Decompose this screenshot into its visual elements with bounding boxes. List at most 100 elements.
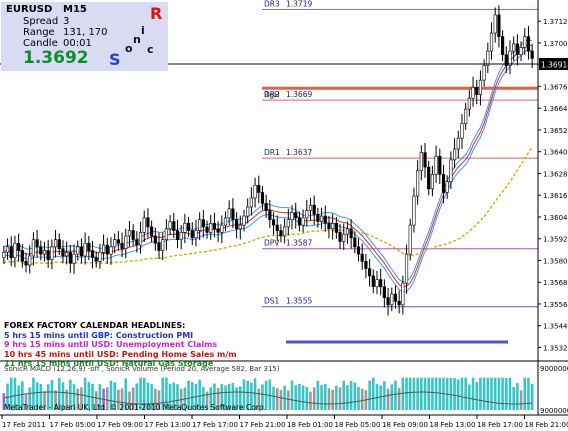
- volume-bar: [246, 380, 249, 410]
- candle-body: [175, 230, 180, 240]
- candle-body: [319, 215, 324, 222]
- candle-body: [404, 253, 409, 284]
- candle-body: [512, 43, 516, 52]
- volume-axis-bottom-label: 9000000: [540, 407, 568, 415]
- indicator-title: SonicR MACD (12,26,9) -off , SonicR Volu…: [4, 365, 280, 373]
- candle-body: [138, 232, 143, 246]
- candle-body: [102, 244, 106, 253]
- volume-bar: [464, 377, 467, 410]
- candle-body: [290, 212, 294, 220]
- volume-bar: [504, 378, 508, 410]
- candle-body: [342, 233, 346, 242]
- candle-body: [194, 230, 198, 239]
- candle-body: [419, 152, 423, 172]
- volume-bar: [312, 387, 316, 410]
- volume-bar: [305, 387, 309, 410]
- bid-price: 1.3692: [23, 48, 89, 68]
- volume-bar: [146, 382, 150, 410]
- candle-body: [257, 184, 261, 193]
- volume-bar: [416, 377, 419, 410]
- level-value: 1.3719: [286, 0, 312, 8]
- volume-bar: [250, 382, 253, 410]
- volume-axis-top-label: 9000000: [540, 365, 568, 373]
- candle-body: [434, 155, 438, 175]
- level-value: 1.3587: [286, 239, 312, 248]
- spread-value: 3: [63, 16, 70, 27]
- price-tick-label: 1.35685: [543, 279, 568, 287]
- range-label: Range: [23, 27, 55, 38]
- candle-body: [460, 123, 464, 139]
- volume-bar: [471, 377, 475, 410]
- volume-bar: [235, 387, 238, 410]
- time-tick-label: 17 Feb 17:00: [192, 421, 238, 429]
- candle-body: [201, 219, 205, 228]
- candle-body: [308, 204, 313, 211]
- candle-body: [260, 192, 265, 204]
- range-value: 131, 170: [63, 27, 108, 38]
- price-tick-label: 1.35565: [543, 301, 568, 309]
- candle-body: [375, 279, 379, 288]
- level-label: DS1: [264, 297, 280, 306]
- volume-bar: [172, 382, 176, 410]
- volume-bar: [65, 389, 68, 410]
- time-tick-label: 17 Feb 21:00: [240, 421, 286, 429]
- timeframe-label: M15: [63, 4, 87, 15]
- volume-bar: [420, 377, 423, 410]
- candle-body: [146, 217, 150, 228]
- calendar-headlines: FOREX FACTORY CALENDAR HEADLINES: 5 hrs …: [4, 321, 237, 369]
- level-value: 1.3637: [286, 148, 312, 157]
- candle-body: [220, 224, 224, 233]
- volume-bar: [131, 387, 135, 410]
- candle-body: [360, 253, 364, 262]
- volume-bar: [21, 381, 24, 410]
- candle-body: [475, 87, 479, 95]
- volume-bar: [117, 389, 120, 410]
- volume-bar: [346, 385, 349, 410]
- price-tick-label: 1.36285: [543, 170, 568, 178]
- candle-body: [17, 242, 21, 251]
- sonic-logo-s: S: [109, 50, 121, 69]
- volume-bar: [497, 377, 501, 410]
- volume-bar: [231, 382, 235, 410]
- candle-body: [401, 282, 405, 306]
- sonic-logo-o: o: [125, 42, 133, 55]
- volume-bar: [272, 386, 275, 410]
- candle-body: [246, 206, 250, 217]
- candle-body: [161, 239, 165, 251]
- volume-bar: [72, 384, 76, 410]
- volume-bar: [17, 385, 20, 410]
- candle-body: [212, 223, 217, 230]
- volume-bar: [54, 390, 57, 410]
- volume-bar: [261, 384, 264, 410]
- candle-body: [464, 108, 468, 124]
- volume-bar: [290, 380, 294, 410]
- symbol-info-box: EURUSD M15 Spread 3 Range 131, 170 Candl…: [1, 2, 168, 71]
- candle-body: [249, 197, 253, 208]
- candle-body: [427, 166, 431, 190]
- spread-label: Spread: [23, 16, 59, 27]
- volume-bar: [530, 383, 534, 410]
- volume-bar: [427, 377, 431, 410]
- current-price-tag-text: 1.36918: [541, 61, 568, 70]
- volume-bar: [24, 394, 28, 410]
- candle-body: [13, 242, 17, 259]
- volume-bar: [335, 385, 338, 410]
- candle-body: [356, 246, 361, 255]
- time-tick-label: 18 Feb 13:00: [430, 421, 476, 429]
- volume-bar: [516, 382, 519, 410]
- volume-bar: [120, 388, 124, 410]
- volume-bar: [320, 385, 323, 410]
- volume-bar: [46, 384, 50, 410]
- candle-body: [83, 242, 87, 257]
- volume-bar: [205, 391, 209, 410]
- volume-bar: [43, 391, 46, 410]
- volume-bar: [216, 388, 220, 410]
- volume-bar: [323, 383, 327, 410]
- volume-bar: [128, 391, 131, 410]
- level-label: DR2: [264, 90, 280, 99]
- volume-bar: [527, 377, 530, 410]
- candle-body: [61, 248, 65, 257]
- price-tick-label: 1.35805: [543, 257, 568, 265]
